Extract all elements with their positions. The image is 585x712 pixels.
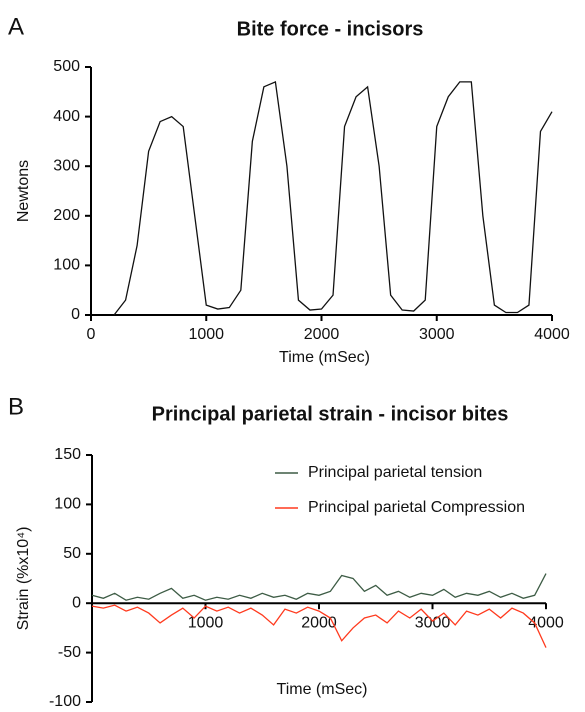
- data-line: [113, 80, 553, 316]
- x-tick-label: 0: [87, 326, 96, 343]
- x-tick-label: 2000: [301, 614, 337, 631]
- x-tick-label: 4000: [528, 614, 564, 631]
- chart-title: Principal parietal strain - incisor bite…: [152, 403, 509, 425]
- y-tick-label: 400: [53, 108, 80, 125]
- legend-label: Principal parietal Compression: [308, 499, 525, 516]
- x-axis-label: Time (mSec): [279, 349, 370, 366]
- data-line: [91, 573, 547, 601]
- y-tick-label: 0: [72, 594, 81, 611]
- y-tick-label: 150: [54, 446, 81, 463]
- x-tick-label: 4000: [534, 326, 570, 343]
- x-axis-label: Time (mSec): [277, 681, 368, 698]
- panel-label: A: [8, 13, 24, 40]
- y-tick-label: 200: [53, 207, 80, 224]
- x-tick-label: 1000: [188, 614, 224, 631]
- x-tick-label: 3000: [415, 614, 451, 631]
- y-tick-label: 50: [63, 545, 81, 562]
- legend-label: Principal parietal tension: [308, 464, 482, 481]
- y-tick-label: 300: [53, 157, 80, 174]
- y-tick-label: 0: [71, 306, 80, 323]
- x-tick-label: 3000: [419, 326, 455, 343]
- y-axis-label: Strain (%x10⁴): [15, 527, 32, 631]
- y-axis-label: Newtons: [15, 160, 32, 222]
- panel-label: B: [8, 393, 24, 420]
- y-tick-label: -50: [58, 644, 81, 661]
- data-line: [91, 604, 547, 648]
- x-tick-label: 2000: [304, 326, 340, 343]
- y-tick-label: -100: [49, 693, 81, 710]
- chart-title: Bite force - incisors: [237, 18, 424, 40]
- y-tick-label: 100: [53, 257, 80, 274]
- x-tick-label: 1000: [188, 326, 224, 343]
- y-tick-label: 500: [53, 58, 80, 75]
- y-tick-label: 100: [54, 496, 81, 513]
